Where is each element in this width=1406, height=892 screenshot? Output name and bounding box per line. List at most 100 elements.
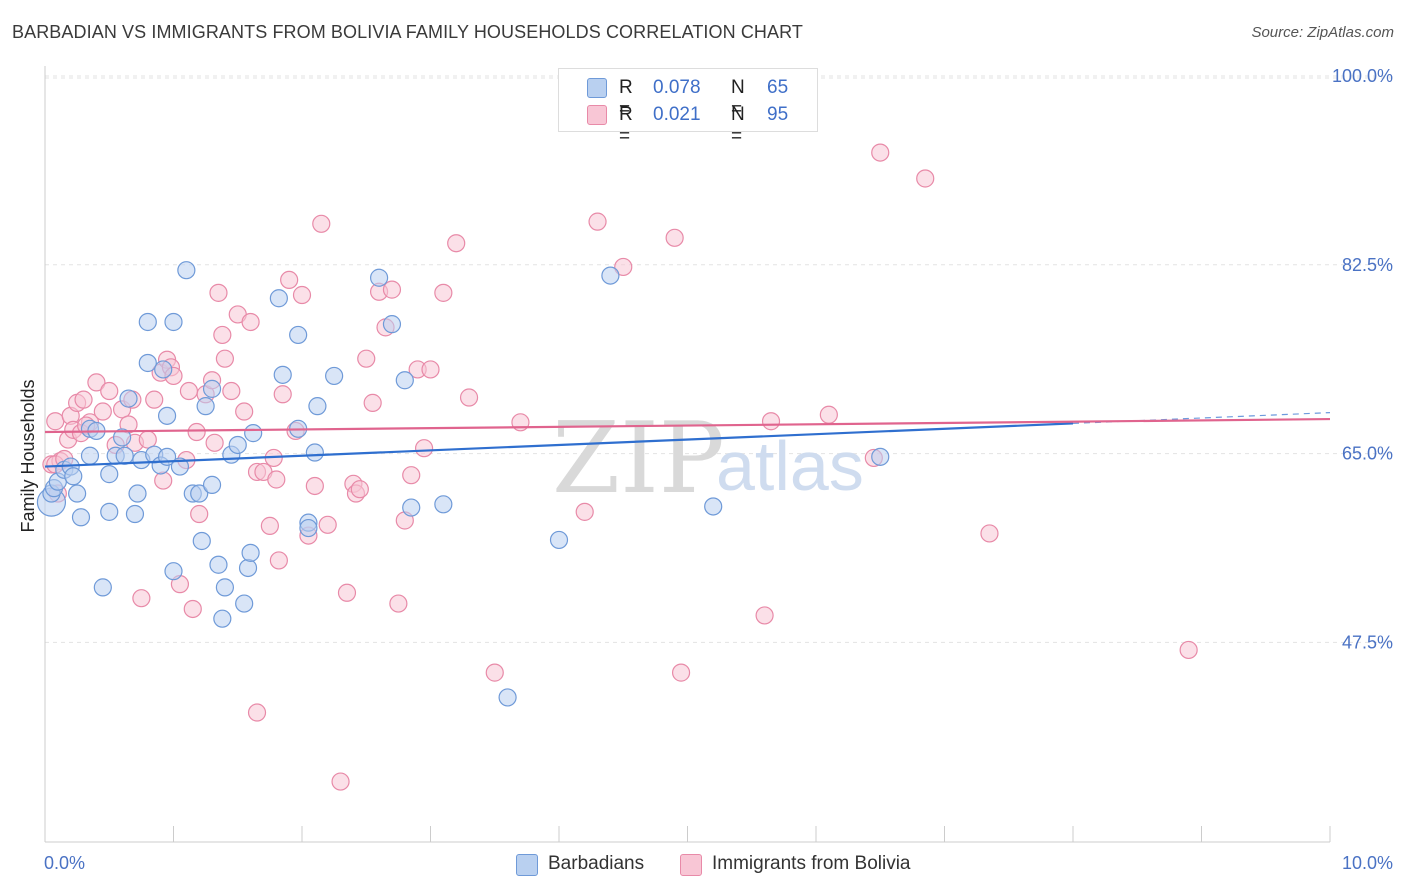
bolivia-point: [916, 169, 935, 188]
barbadian-point: [157, 406, 177, 425]
watermark: ZIP atlas: [552, 402, 864, 516]
bolivia-point: [761, 412, 781, 431]
barbadian-point: [138, 353, 157, 373]
barbadian-trend-line: [44, 422, 1074, 468]
bolivia-point: [459, 388, 479, 407]
n-label: N =: [731, 104, 745, 147]
bolivia-point: [179, 381, 199, 401]
bolivia-point: [132, 589, 151, 608]
barbadian-point: [170, 457, 190, 476]
bolivia-point: [671, 663, 691, 682]
barbadian-point: [202, 475, 222, 494]
bolivia-point: [205, 433, 224, 452]
barbadian-point: [244, 424, 263, 443]
barbadian-point: [119, 389, 138, 408]
x-tick-label: 0.0%: [44, 853, 85, 873]
barbadian-point: [164, 312, 183, 332]
barbadian-point: [154, 360, 173, 379]
barbadian-point: [238, 558, 258, 578]
y-tick-label: 47.5%: [1342, 632, 1393, 652]
bolivia-point: [588, 212, 607, 231]
bolivia-point: [87, 373, 106, 392]
watermark-atlas: atlas: [716, 427, 864, 505]
barbadian-point: [196, 397, 215, 416]
bolivia-point: [337, 583, 357, 602]
bolivia-point: [318, 515, 337, 534]
r-value: 0.021: [653, 104, 701, 125]
bolivia-point: [138, 430, 157, 449]
bolivia-point: [213, 325, 232, 345]
bolivia-point: [145, 390, 164, 409]
bolivia-point: [241, 312, 260, 332]
bolivia-point: [614, 257, 633, 277]
barbadian-point: [138, 312, 157, 332]
bolivia-point: [260, 516, 279, 535]
barbadian-point: [382, 315, 402, 334]
blue-legend-swatch: [516, 854, 538, 876]
bolivia-point: [280, 270, 299, 290]
barbadian-point: [241, 543, 260, 562]
bolivia-point: [331, 772, 350, 791]
barbadian-point: [370, 268, 389, 287]
bolivia-point: [74, 390, 93, 409]
barbadian-point: [549, 530, 569, 550]
barbadian-point: [299, 518, 318, 538]
bolivia-point: [46, 412, 65, 431]
barbadian-point: [115, 446, 134, 465]
bolivia-point: [434, 283, 453, 302]
pink-swatch: [587, 105, 607, 125]
barbadian-point: [601, 266, 620, 285]
r-value: 0.078: [653, 77, 701, 98]
blue-swatch: [587, 78, 607, 98]
bolivia-point: [312, 214, 331, 233]
barbadian-point: [273, 365, 292, 384]
y-tick-label: 65.0%: [1342, 444, 1393, 464]
barbadian-point: [190, 484, 209, 503]
bolivia-point: [183, 599, 202, 619]
stats-legend: R = 0.078 N = 65 R = 0.021 N = 95: [558, 68, 818, 147]
watermark-zip: ZIP: [552, 402, 725, 516]
y-axis-title: Family Households: [18, 379, 38, 532]
n-value: 95: [767, 104, 789, 125]
barbadian-point: [704, 497, 723, 516]
bolivia-point: [100, 381, 119, 401]
bolivia-point: [269, 551, 288, 570]
r-label: R =: [619, 104, 633, 147]
barbadian-point: [202, 379, 222, 398]
barbadian-point: [434, 495, 453, 514]
trend-layer: [44, 412, 1331, 468]
barbadian-point: [289, 325, 308, 345]
axes-layer: [44, 66, 1331, 843]
barbadian-point: [395, 371, 414, 390]
x-tick-label: 10.0%: [1342, 853, 1393, 873]
bolivia-point: [819, 405, 838, 424]
bolivia-trend-line: [44, 417, 1331, 434]
barbadian-point: [100, 502, 119, 521]
legend-label: Immigrants from Bolivia: [712, 853, 911, 874]
pink-legend-swatch: [680, 854, 702, 876]
n-label: N =: [731, 77, 745, 120]
barbadian-point: [325, 366, 344, 386]
r-label: R =: [619, 77, 633, 120]
bolivia-point: [1179, 640, 1198, 660]
source-credit: Source: ZipAtlas.com: [1251, 24, 1394, 41]
barbadian-point: [80, 446, 100, 465]
bolivia-point: [187, 422, 206, 442]
barbadian-point: [125, 504, 145, 524]
bolivia-point: [382, 280, 402, 299]
bolivia-point: [389, 594, 408, 613]
bolivia-point: [350, 480, 369, 499]
barbadian-point: [498, 688, 517, 707]
barbadian-point: [93, 578, 112, 597]
bolivia-point: [421, 360, 440, 379]
n-value: 65: [767, 77, 789, 98]
barbadian-point: [112, 428, 132, 447]
bolivia-point: [154, 471, 173, 490]
barbadian-point: [269, 289, 288, 308]
chart-title: BARBADIAN VS IMMIGRANTS FROM BOLIVIA FAM…: [12, 22, 804, 42]
bolivia-point: [575, 502, 594, 521]
bolivia-point: [357, 349, 376, 368]
bolivia-point: [665, 228, 684, 247]
barbadian-point: [209, 555, 228, 574]
